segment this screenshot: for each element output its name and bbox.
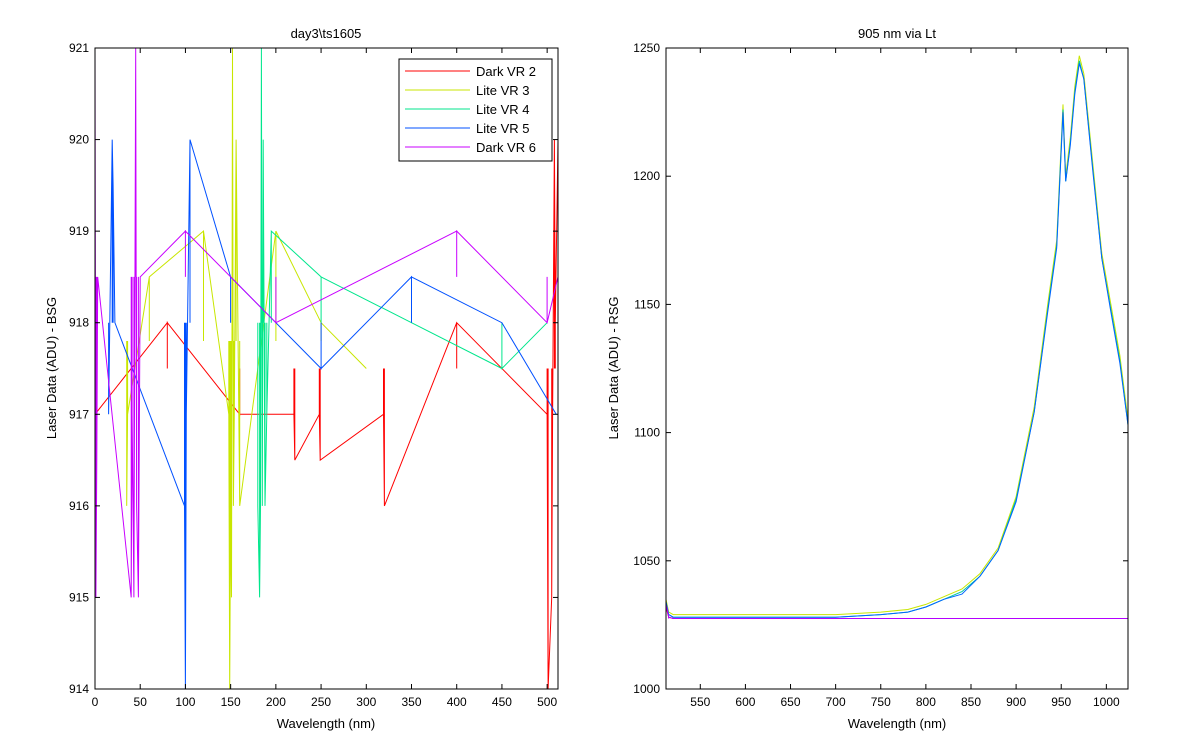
- right-ticks: 550 600 650 700 750 800 850 900 950 1000 1000 1050 1…: [633, 41, 1128, 709]
- left-x-tick-label: 200: [266, 695, 286, 709]
- left-series-line-1: [95, 139, 558, 689]
- right-y-tick-label: 1250: [633, 41, 660, 55]
- right-series-line-5: [666, 604, 1128, 619]
- legend-entry: Dark VR 2: [476, 64, 536, 79]
- left-x-tick-label: 50: [134, 695, 148, 709]
- left-chart-ylabel: Laser Data (ADU) - BSG: [44, 297, 59, 439]
- left-x-tick-label: 350: [401, 695, 421, 709]
- right-chart-xlabel: Wavelength (nm): [848, 716, 947, 731]
- legend: Dark VR 2 Lite VR 3 Lite VR 4 Lite VR 5 Dark…: [398, 58, 553, 162]
- legend-entry: Lite VR 3: [476, 83, 529, 98]
- right-x-tick-label: 750: [871, 695, 891, 709]
- right-x-tick-label: 950: [1051, 695, 1071, 709]
- right-chart-ylabel: Laser Data (ADU) - RSG: [606, 296, 621, 439]
- left-y-tick-label: 918: [69, 316, 89, 330]
- legend-box: [398, 58, 553, 162]
- left-x-tick-label: 0: [92, 695, 99, 709]
- left-series-line-5: [95, 48, 558, 598]
- legend-entry: Lite VR 5: [476, 121, 529, 136]
- right-y-tick-label: 1100: [634, 426, 660, 440]
- left-y-tick-label: 915: [69, 590, 89, 604]
- left-x-tick-label: 100: [175, 695, 195, 709]
- right-x-tick-label: 900: [1006, 695, 1026, 709]
- left-series-line-4: [108, 139, 557, 689]
- right-y-tick-label: 1000: [633, 682, 660, 696]
- left-y-tick-label: 920: [69, 133, 89, 147]
- right-series-group: [666, 55, 1128, 619]
- left-axes-box: [94, 47, 559, 690]
- left-chart-xlabel: Wavelength (nm): [277, 716, 376, 731]
- right-series-line-1: [666, 55, 1128, 616]
- left-series-group: [95, 48, 558, 689]
- right-chart: 905 nm via Lt 550 600 650 700 750 800 850 900 95…: [606, 26, 1129, 731]
- right-series-line-2: [666, 60, 1128, 618]
- right-x-tick-label: 1000: [1093, 695, 1120, 709]
- left-ticks: 0 50 100 150 200 250 300 350 400 450 500 914 915 916 9…: [69, 41, 558, 709]
- left-y-tick-label: 919: [69, 224, 89, 238]
- legend-entry: Lite VR 4: [476, 102, 529, 117]
- left-x-tick-label: 500: [537, 695, 557, 709]
- left-chart: day3\ts1605 0 50 100 150 200 250 300 350 400 450 5…: [44, 26, 559, 731]
- right-x-tick-label: 850: [961, 695, 981, 709]
- left-series-line-3: [257, 48, 548, 598]
- right-chart-title: 905 nm via Lt: [858, 26, 936, 41]
- right-axes-box: [665, 47, 1129, 690]
- left-y-tick-label: 914: [69, 682, 89, 696]
- left-x-tick-label: 250: [311, 695, 331, 709]
- left-x-tick-label: 400: [447, 695, 467, 709]
- right-x-tick-label: 550: [690, 695, 710, 709]
- left-y-tick-label: 916: [69, 499, 89, 513]
- left-chart-title: day3\ts1605: [291, 26, 362, 41]
- right-y-tick-label: 1150: [634, 297, 660, 311]
- left-series-line-2: [126, 48, 367, 689]
- right-x-tick-label: 650: [781, 695, 801, 709]
- legend-entry: Dark VR 6: [476, 140, 536, 155]
- right-y-tick-label: 1050: [633, 554, 660, 568]
- left-x-tick-label: 300: [356, 695, 376, 709]
- left-x-tick-label: 150: [221, 695, 241, 709]
- right-x-tick-label: 700: [826, 695, 846, 709]
- right-x-tick-label: 600: [735, 695, 755, 709]
- right-x-tick-label: 800: [916, 695, 936, 709]
- left-y-tick-label: 921: [69, 41, 89, 55]
- right-series-line-3: [666, 63, 1128, 618]
- left-x-tick-label: 450: [492, 695, 512, 709]
- right-y-tick-label: 1200: [633, 169, 660, 183]
- left-y-tick-label: 917: [69, 407, 89, 421]
